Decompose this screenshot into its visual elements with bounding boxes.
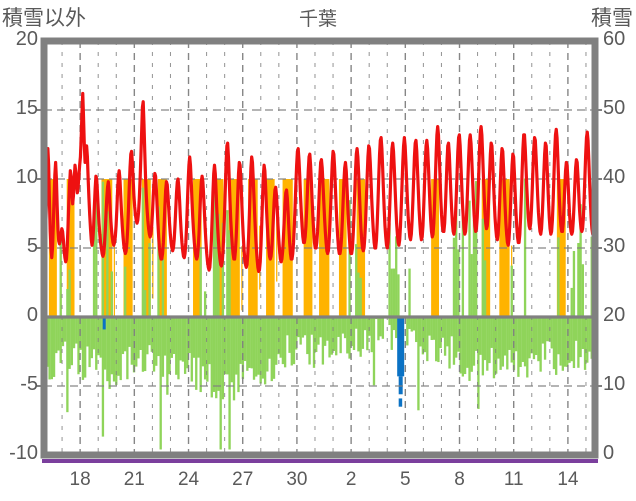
y-axis-tick-left: -10	[9, 442, 38, 464]
chart-title: 千葉	[298, 9, 337, 30]
x-axis-tick: 8	[454, 469, 465, 490]
y-axis-tick-right: 10	[603, 373, 626, 395]
x-axis-tick: 24	[177, 469, 200, 490]
y-axis-tick-right: 50	[603, 97, 626, 119]
y-axis-tick-right: 20	[603, 304, 626, 326]
x-axis-tick: 27	[232, 469, 254, 490]
y-axis-tick-left: 5	[26, 235, 38, 257]
left-axis-title: 積雪以外	[2, 7, 86, 30]
y-axis-tick-right: 30	[603, 235, 626, 257]
y-axis-tick-left: 15	[15, 97, 38, 119]
x-axis-tick: 21	[123, 469, 145, 490]
chart-title-box: 千葉	[0, 4, 636, 31]
y-axis-tick-right: 40	[603, 166, 626, 188]
x-axis-tick: 2	[345, 469, 357, 490]
x-axis-tick: 14	[557, 469, 579, 490]
y-axis-tick-right: 0	[603, 442, 615, 464]
x-axis-tick: 30	[286, 469, 308, 490]
y-axis-tick-left: 10	[15, 166, 38, 188]
y-axis-tick-right: 60	[603, 28, 626, 50]
y-axis-tick-left: 0	[26, 304, 38, 326]
x-axis-tick: 18	[69, 469, 91, 490]
right-axis-title: 積雪	[591, 7, 633, 30]
x-axis-tick: 11	[503, 469, 524, 490]
y-axis-tick-left: 20	[15, 28, 38, 50]
x-axis-tick: 5	[400, 469, 411, 490]
y-axis-tick-left: -5	[20, 373, 38, 395]
